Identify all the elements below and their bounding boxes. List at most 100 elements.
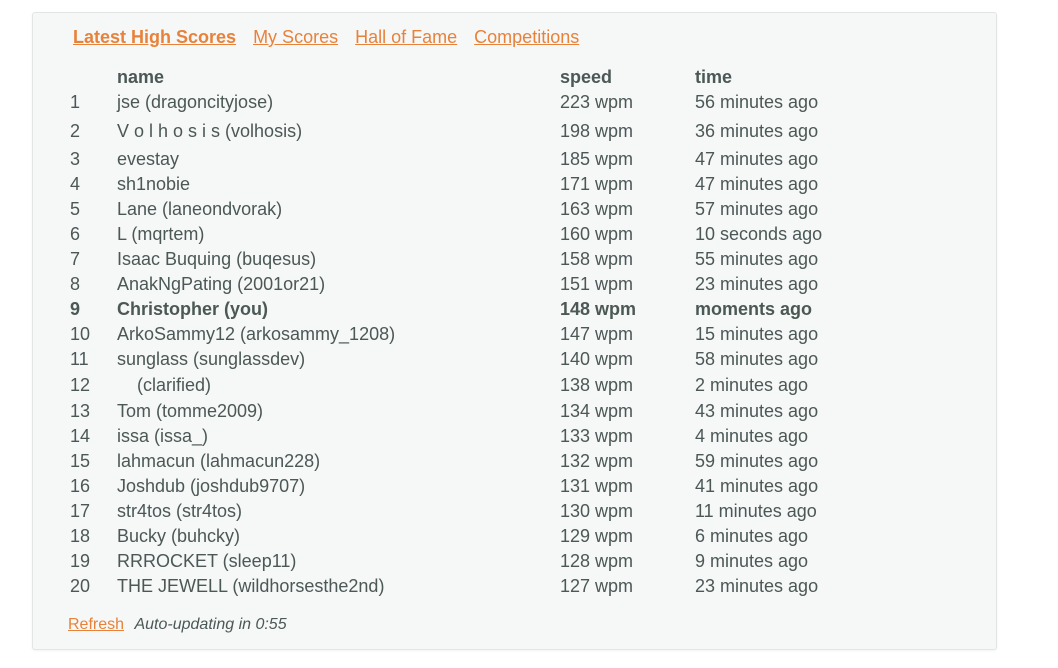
speed-cell: 151 wpm [560,274,634,294]
table-row: 3 evestay 185 wpm 47 minutes ago [33,149,996,174]
time-cell: 4 minutes ago [695,426,809,446]
table-row: 17 str4tos (str4tos) 130 wpm 11 minutes ago [33,501,996,526]
time-cell: 57 minutes ago [695,199,819,219]
time-cell: 59 minutes ago [695,451,819,471]
rank-cell: 10 [70,324,91,344]
table-row: 4 sh1nobie 171 wpm 47 minutes ago [33,174,996,199]
rank-cell: 20 [70,576,91,596]
name-cell: str4tos (str4tos) [117,501,243,521]
speed-cell: 140 wpm [560,349,634,369]
name-cell: sunglass (sunglassdev) [117,349,306,369]
name-cell: RRROCKET (sleep11) [117,551,297,571]
speed-cell: 198 wpm [560,121,634,141]
tab-my-scores[interactable]: My Scores [253,27,339,47]
rank-cell: 5 [70,199,81,219]
tab-latest-high-scores[interactable]: Latest High Scores [73,27,237,47]
table-row: 2 V o l h o s i s (volhosis) 198 wpm 36 min… [33,121,996,146]
rank-cell: 13 [70,401,91,421]
time-cell: 36 minutes ago [695,121,819,141]
name-cell: ArkoSammy12 (arkosammy_1208) [117,324,396,344]
speed-cell: 134 wpm [560,401,634,421]
auto-updating-text: Auto-updating in 0:55 [134,616,287,633]
rank-cell: 18 [70,526,91,546]
name-cell: Tom (tomme2009) [117,401,264,421]
column-header-name: name [117,67,165,87]
rank-cell: 15 [70,451,91,471]
table-row: 20 THE JEWELL (wildhorsesthe2nd) 127 wpm 23… [33,576,996,601]
rank-cell: 16 [70,476,91,496]
name-cell: Joshdub (joshdub9707) [117,476,306,496]
speed-cell: 131 wpm [560,476,634,496]
table-row: 7 Isaac Buquing (buqesus) 158 wpm 55 minute… [33,249,996,274]
speed-cell: 160 wpm [560,224,634,244]
table-row: 1 jse (dragoncityjose) 223 wpm 56 minutes a… [33,92,996,117]
table-row: 10 ArkoSammy12 (arkosammy_1208) 147 wpm 15 … [33,324,996,349]
speed-cell: 127 wpm [560,576,634,596]
time-cell: 11 minutes ago [695,501,817,521]
name-cell: V o l h o s i s (volhosis) [117,121,303,141]
table-row: 13 Tom (tomme2009) 134 wpm 43 minutes ago [33,401,996,426]
time-cell: 47 minutes ago [695,174,819,194]
speed-cell: 158 wpm [560,249,634,269]
time-cell: 47 minutes ago [695,149,819,169]
high-scores-panel: Latest High Scores My Scores Hall of Fam… [32,12,997,650]
rank-cell: 4 [70,174,81,194]
speed-cell: 185 wpm [560,149,634,169]
tab-competitions[interactable]: Competitions [474,27,580,47]
rank-cell: 12 [70,375,91,395]
table-row: 8 AnakNgPating (2001or21) 151 wpm 23 minute… [33,274,996,299]
speed-cell: 147 wpm [560,324,634,344]
rank-cell: 2 [70,121,81,141]
time-cell: 23 minutes ago [695,576,819,596]
rank-cell: 17 [70,501,91,521]
name-cell: (clarified) [117,375,212,395]
time-cell: 41 minutes ago [695,476,819,496]
name-cell: Isaac Buquing (buqesus) [117,249,317,269]
rank-cell: 14 [70,426,91,446]
speed-cell: 130 wpm [560,501,634,521]
time-cell: 55 minutes ago [695,249,819,269]
name-cell: THE JEWELL (wildhorsesthe2nd) [117,576,385,596]
rank-cell: 11 [70,349,89,369]
rank-cell: 8 [70,274,81,294]
name-cell: L (mqrtem) [117,224,205,244]
name-cell: Lane (laneondvorak) [117,199,283,219]
speed-cell: 138 wpm [560,375,634,395]
table-row: 9 Christopher (you) 148 wpm moments ago [33,299,996,324]
time-cell: 9 minutes ago [695,551,809,571]
name-cell: issa (issa_) [117,426,209,446]
name-cell: jse (dragoncityjose) [117,92,274,112]
rank-cell: 3 [70,149,81,169]
column-header-time: time [695,67,733,87]
time-cell: 56 minutes ago [695,92,819,112]
tab-hall-of-fame[interactable]: Hall of Fame [355,27,458,47]
time-cell: 58 minutes ago [695,349,819,369]
name-cell: Christopher (you) [117,299,268,319]
column-header-speed: speed [560,67,613,87]
speed-cell: 223 wpm [560,92,634,112]
table-row: 16 Joshdub (joshdub9707) 131 wpm 41 minutes… [33,476,996,501]
time-cell: 2 minutes ago [695,375,809,395]
table-row: 12 (clarified) 138 wpm 2 minutes ago [33,375,996,400]
table-row: 15 lahmacun (lahmacun228) 132 wpm 59 minute… [33,451,996,476]
speed-cell: 133 wpm [560,426,634,446]
speed-cell: 132 wpm [560,451,634,471]
name-cell: evestay [117,149,180,169]
rank-cell: 19 [70,551,91,571]
speed-cell: 148 wpm [560,299,637,319]
rank-cell: 7 [70,249,81,269]
name-cell: lahmacun (lahmacun228) [117,451,321,471]
time-cell: moments ago [695,299,813,319]
speed-cell: 171 wpm [560,174,634,194]
rank-cell: 9 [70,299,81,319]
time-cell: 23 minutes ago [695,274,819,294]
table-row: 5 Lane (laneondvorak) 163 wpm 57 minutes ag… [33,199,996,224]
name-cell: AnakNgPating (2001or21) [117,274,326,294]
speed-cell: 129 wpm [560,526,634,546]
table-row: 11 sunglass (sunglassdev) 140 wpm 58 minute… [33,349,996,374]
name-cell: Bucky (buhcky) [117,526,241,546]
footer: Refresh Auto-updating in 0:55 [68,616,287,634]
refresh-link[interactable]: Refresh [68,616,125,633]
name-cell: sh1nobie [117,174,191,194]
score-tabs: Latest High Scores My Scores Hall of Fam… [73,27,591,48]
